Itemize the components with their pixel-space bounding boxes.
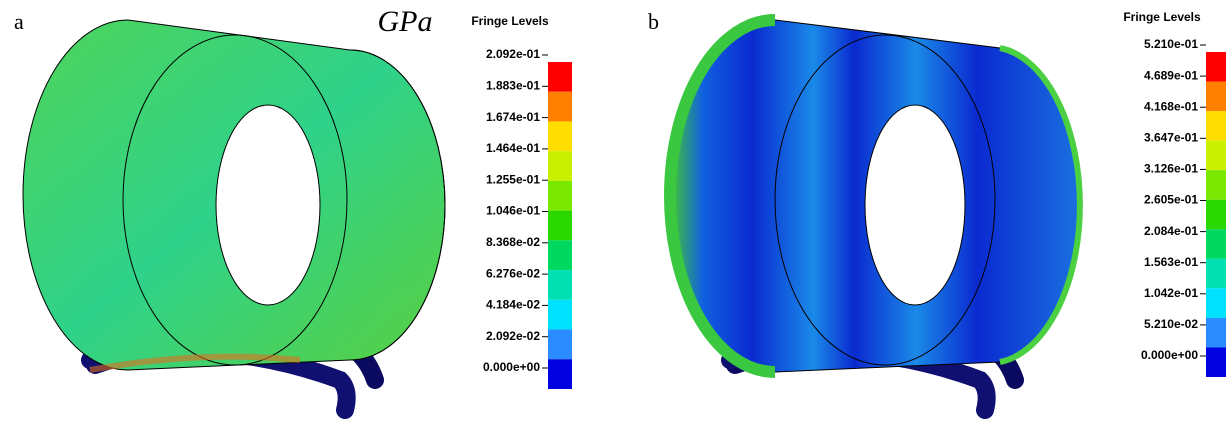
model-a	[22, 19, 446, 419]
fringe-color	[1206, 170, 1226, 200]
fringe-color	[1206, 288, 1226, 318]
fringe-color	[548, 240, 572, 271]
panel-label: a	[14, 9, 24, 34]
fringe-level: 5.210e-01	[1144, 37, 1198, 51]
fringe-level: 1.883e-01	[486, 78, 540, 92]
fringe-level: 6.276e-02	[486, 266, 540, 280]
fringe-color	[548, 299, 572, 330]
fringe-color	[548, 210, 572, 241]
fringe-level: 0.000e+00	[483, 360, 540, 374]
fringe-color	[548, 329, 572, 360]
unit-label: GPa	[378, 5, 433, 38]
fringe-level: 3.126e-01	[1144, 162, 1198, 176]
fringe-level: 4.168e-01	[1144, 99, 1198, 113]
fringe-level: 1.255e-01	[486, 172, 540, 186]
fringe-level: 2.605e-01	[1144, 193, 1198, 207]
fringe-color	[1206, 52, 1226, 82]
fringe-level: 2.092e-01	[486, 47, 540, 61]
fringe-color	[1206, 229, 1226, 259]
fringe-color	[1206, 317, 1226, 348]
panel-label: b	[648, 9, 659, 34]
fringe-level: 0.000e+00	[1141, 348, 1198, 362]
model-b	[664, 14, 1083, 419]
fringe-level: 3.647e-01	[1144, 130, 1198, 144]
fringe-color	[1206, 347, 1226, 377]
fringe-color	[548, 121, 572, 152]
fringe-color	[548, 270, 572, 300]
fringe-level: 2.084e-01	[1144, 224, 1198, 238]
fringe-level: 1.042e-01	[1144, 286, 1198, 300]
fringe-color	[1206, 258, 1226, 289]
legend-title: Fringe Levels	[471, 14, 549, 28]
fringe-color	[1206, 111, 1226, 141]
fringe-level: 2.092e-02	[486, 329, 540, 343]
legend-title: Fringe Levels	[1123, 10, 1201, 24]
fringe-color	[1206, 81, 1226, 112]
fringe-level: 1.674e-01	[486, 110, 540, 124]
fringe-level: 1.464e-01	[486, 141, 540, 155]
fringe-level: 1.563e-01	[1144, 255, 1198, 269]
fringe-color	[548, 151, 572, 181]
fringe-level: 4.184e-02	[486, 298, 540, 312]
fringe-level: 4.689e-01	[1144, 68, 1198, 82]
fringe-color	[548, 359, 572, 389]
fringe-level: 5.210e-02	[1144, 317, 1198, 331]
fringe-color	[548, 180, 572, 211]
fringe-color	[1206, 140, 1226, 171]
fringe-level: 8.368e-02	[486, 235, 540, 249]
fringe-level: 1.046e-01	[486, 204, 540, 218]
fringe-color	[1206, 199, 1226, 230]
fringe-color	[548, 62, 572, 92]
fringe-color	[548, 91, 572, 122]
